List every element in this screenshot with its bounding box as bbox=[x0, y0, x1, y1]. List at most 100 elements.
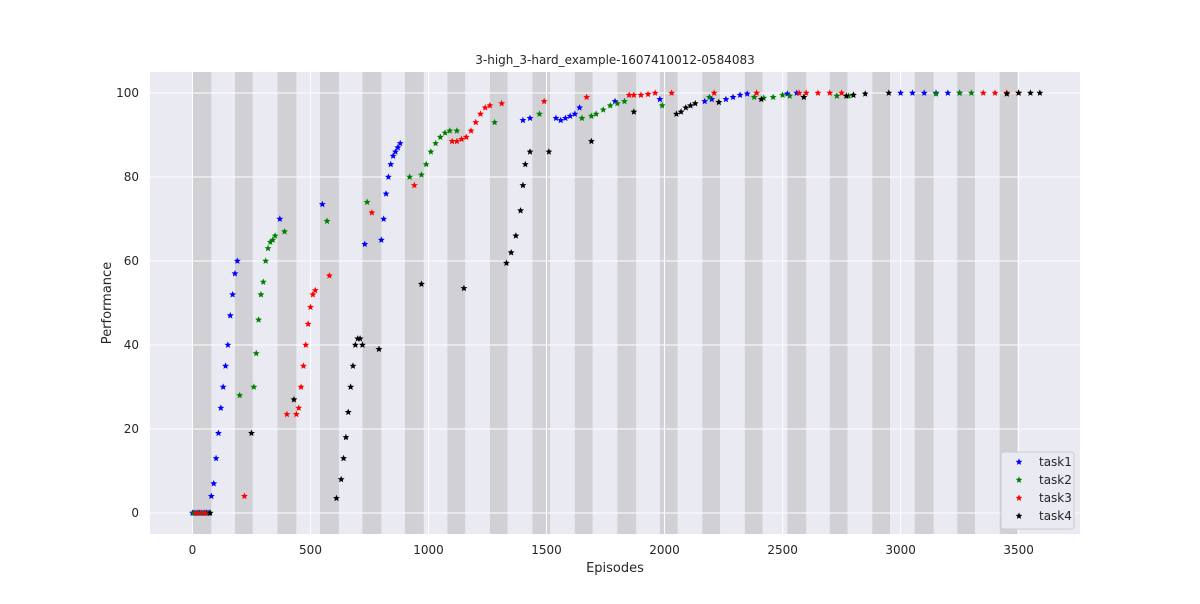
x-axis-label: Episodes bbox=[586, 561, 644, 576]
task3-point-16 bbox=[410, 181, 418, 189]
y-axis-label: Performance bbox=[100, 262, 115, 344]
task3-point-42 bbox=[979, 89, 987, 96]
task4-point-30 bbox=[687, 102, 694, 109]
y-tick-label-5: 100 bbox=[116, 86, 139, 100]
task1-point-16 bbox=[226, 312, 234, 319]
task3-point-24 bbox=[481, 104, 489, 111]
legend-box bbox=[1000, 451, 1075, 530]
x-tick-label-2: 1000 bbox=[413, 543, 444, 557]
task3-point-33 bbox=[651, 89, 659, 96]
shaded-interval-4 bbox=[362, 72, 382, 534]
task1-point-19 bbox=[233, 257, 241, 264]
task4-point-10 bbox=[351, 341, 359, 348]
task2-point-41 bbox=[779, 91, 786, 98]
task1-point-22 bbox=[361, 240, 369, 248]
task3-point-15 bbox=[368, 209, 376, 216]
task1-point-23 bbox=[377, 236, 385, 243]
task4-point-14 bbox=[375, 345, 383, 353]
task4-point-3 bbox=[333, 494, 340, 502]
task4-point-28 bbox=[677, 108, 685, 115]
task1-point-29 bbox=[392, 148, 399, 155]
task1-point-24 bbox=[380, 215, 388, 222]
shaded-interval-12 bbox=[702, 72, 721, 534]
shaded-interval-3 bbox=[319, 72, 339, 534]
task1-point-42 bbox=[701, 97, 709, 105]
task4-point-33 bbox=[757, 95, 765, 103]
task3-point-2 bbox=[202, 509, 209, 516]
task2-point-38 bbox=[750, 93, 758, 101]
task1-point-10 bbox=[212, 454, 220, 462]
shaded-intervals bbox=[192, 72, 1018, 534]
shaded-interval-5 bbox=[404, 72, 424, 534]
y-tick-labels: 0 20 40 60 80 100 bbox=[116, 86, 139, 520]
task1-point-32 bbox=[519, 116, 527, 124]
task2-point-37 bbox=[706, 93, 713, 101]
shaded-interval-8 bbox=[532, 72, 551, 534]
task2-point-34 bbox=[613, 99, 621, 107]
task2-point-16 bbox=[323, 217, 331, 224]
task4-point-40 bbox=[1015, 89, 1023, 96]
task1-point-38 bbox=[571, 110, 579, 117]
task4-point-19 bbox=[512, 232, 520, 239]
shaded-interval-6 bbox=[447, 72, 466, 534]
task3-point-18 bbox=[453, 137, 461, 145]
shaded-interval-14 bbox=[787, 72, 807, 534]
task3-point-10 bbox=[304, 320, 312, 327]
shaded-interval-0 bbox=[192, 72, 212, 534]
task2-point-17 bbox=[363, 198, 371, 206]
task4-point-2 bbox=[290, 396, 298, 403]
task4-point-35 bbox=[842, 92, 850, 99]
shaded-interval-17 bbox=[914, 72, 934, 534]
task3-point-38 bbox=[802, 89, 810, 96]
task2-point-21 bbox=[427, 148, 435, 155]
task2-point-43 bbox=[833, 92, 841, 99]
x-tick-label-1: 500 bbox=[299, 543, 322, 557]
task4-point-37 bbox=[861, 90, 869, 97]
task2-point-19 bbox=[418, 171, 425, 178]
task2-point-33 bbox=[606, 102, 614, 109]
task2-point-23 bbox=[436, 133, 444, 140]
legend-marker-task4 bbox=[1015, 512, 1023, 519]
legend-items: task1 task2 task3 task4 bbox=[1015, 455, 1072, 523]
task2-point-22 bbox=[432, 139, 439, 147]
y-tick-label-0: 0 bbox=[131, 506, 139, 520]
task4-point-18 bbox=[507, 249, 515, 256]
task1-point-52 bbox=[920, 89, 928, 96]
task2-point-36 bbox=[658, 102, 666, 109]
task1-point-18 bbox=[231, 270, 239, 277]
task2-point-11 bbox=[264, 244, 272, 252]
task2-point-24 bbox=[441, 129, 449, 136]
task3-point-26 bbox=[498, 99, 506, 107]
legend-marker-task3 bbox=[1015, 494, 1023, 501]
task2-point-15 bbox=[281, 228, 288, 235]
legend: task1 task2 task3 task4 bbox=[1000, 451, 1075, 530]
task2-point-12 bbox=[267, 238, 274, 245]
task3-point-40 bbox=[826, 89, 834, 96]
task2-point-9 bbox=[259, 278, 267, 285]
shaded-interval-16 bbox=[872, 72, 890, 534]
task1-point-14 bbox=[222, 362, 229, 369]
task3-point-12 bbox=[309, 291, 317, 298]
task1-point-27 bbox=[387, 160, 395, 168]
task1-point-9 bbox=[210, 480, 218, 487]
task4-point-7 bbox=[344, 408, 352, 416]
task2-point-30 bbox=[588, 112, 595, 119]
task3-point-0 bbox=[192, 509, 200, 516]
task4-point-29 bbox=[682, 104, 690, 111]
chart-title: 3-high_3-hard_example-1607410012-0584083 bbox=[475, 53, 755, 67]
task4-point-8 bbox=[347, 383, 355, 390]
task3-point-1 bbox=[197, 509, 205, 516]
task4-point-4 bbox=[337, 475, 345, 483]
task1-point-30 bbox=[394, 144, 402, 151]
task1-point-50 bbox=[897, 89, 904, 96]
task1-point-11 bbox=[215, 429, 222, 437]
task2-point-35 bbox=[621, 97, 628, 105]
task3-point-13 bbox=[311, 286, 319, 294]
task4-point-5 bbox=[340, 454, 347, 462]
task2-point-42 bbox=[786, 92, 794, 99]
y-tick-label-2: 40 bbox=[124, 338, 139, 352]
task1-point-15 bbox=[224, 341, 232, 348]
task3-point-27 bbox=[540, 97, 548, 105]
task1-point-46 bbox=[736, 91, 744, 98]
